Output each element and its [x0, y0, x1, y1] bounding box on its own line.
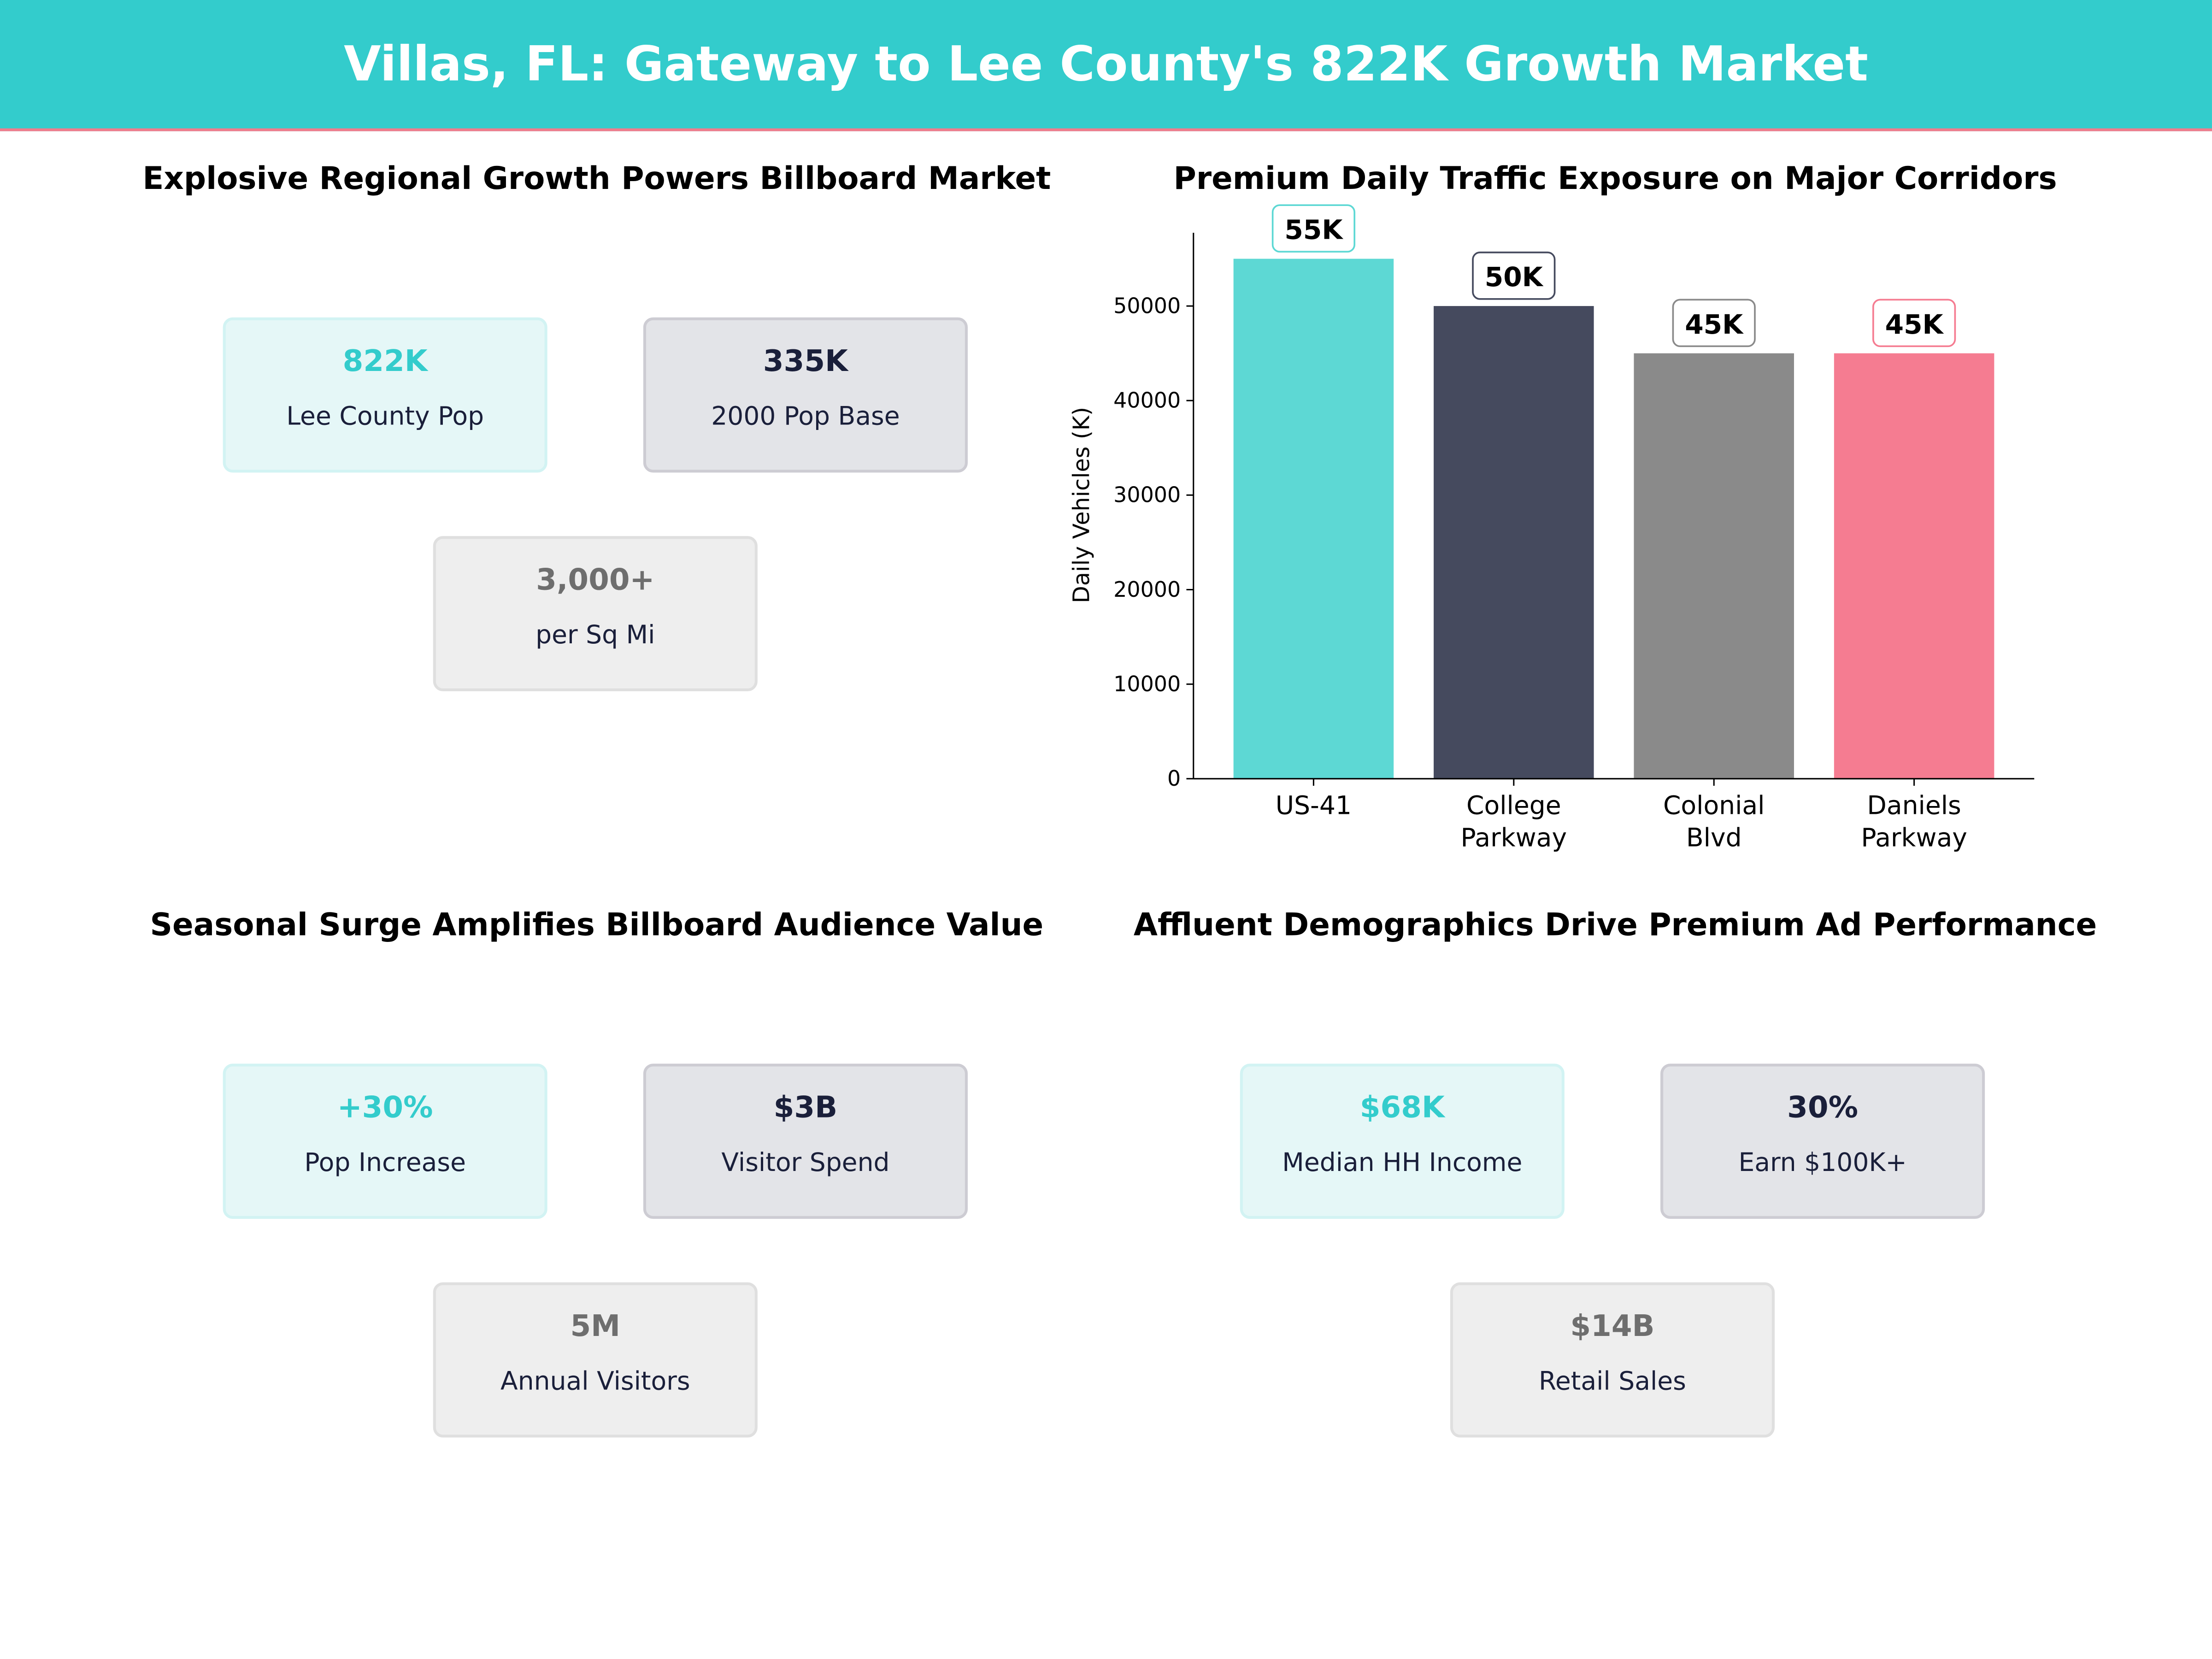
page-title: Villas, FL: Gateway to Lee County's 822K…	[344, 36, 1868, 93]
stat-value: $14B	[1570, 1309, 1655, 1343]
stat-card: 822K Lee County Pop	[223, 317, 547, 473]
data-label-box	[1271, 204, 1356, 253]
x-tick-label: Parkway	[1461, 823, 1567, 853]
stat-card: 30% Earn $100K+	[1660, 1064, 1985, 1219]
stat-label: 2000 Pop Base	[711, 402, 900, 432]
stat-card: 335K 2000 Pop Base	[643, 317, 968, 473]
panel-title-growth: Explosive Regional Growth Powers Billboa…	[142, 162, 1051, 198]
stat-label: Lee County Pop	[286, 402, 484, 432]
x-tick-label: Daniels	[1867, 790, 1961, 820]
bar	[1634, 353, 1794, 779]
stat-card: $3B Visitor Spend	[643, 1064, 968, 1219]
stat-label: Pop Increase	[304, 1148, 466, 1178]
header-banner: Villas, FL: Gateway to Lee County's 822K…	[0, 0, 2212, 131]
panel-title-traffic: Premium Daily Traffic Exposure on Major …	[1173, 162, 2057, 198]
y-tick-label: 0	[1167, 766, 1181, 791]
y-tick-label: 40000	[1113, 388, 1181, 413]
data-label: 45K	[1885, 309, 1944, 340]
stat-label: Retail Sales	[1539, 1367, 1686, 1397]
panel-title-seasonal: Seasonal Surge Amplifies Billboard Audie…	[150, 908, 1044, 944]
y-tick-label: 50000	[1113, 293, 1181, 318]
stat-card: 3,000+ per Sq Mi	[433, 536, 758, 691]
y-tick-label: 30000	[1113, 482, 1181, 507]
x-tick-label: College	[1466, 790, 1561, 820]
x-tick-label: Blvd	[1686, 823, 1742, 853]
data-label: 50K	[1485, 261, 1544, 293]
stat-value: $3B	[773, 1090, 838, 1124]
y-tick-label: 10000	[1113, 671, 1181, 696]
stat-label: Annual Visitors	[500, 1367, 690, 1397]
stat-value: 822K	[342, 344, 428, 378]
x-tick-label: US-41	[1276, 790, 1352, 820]
stat-label: per Sq Mi	[535, 620, 655, 651]
stat-card: $68K Median HH Income	[1240, 1064, 1565, 1219]
y-axis-label: Daily Vehicles (K)	[1068, 407, 1094, 603]
data-label: 45K	[1685, 309, 1744, 340]
y-tick-label: 20000	[1113, 577, 1181, 602]
data-label-box	[1872, 299, 1956, 347]
x-tick-label: Colonial	[1663, 790, 1765, 820]
data-label: 55K	[1284, 214, 1343, 246]
bar	[1834, 353, 1994, 779]
stat-value: 335K	[763, 344, 848, 378]
stat-value: 30%	[1787, 1090, 1858, 1124]
bar	[1434, 306, 1594, 779]
stat-value: 5M	[570, 1309, 621, 1343]
stat-label: Visitor Spend	[721, 1148, 890, 1178]
stat-card: 5M Annual Visitors	[433, 1282, 758, 1438]
panel-title-demographics: Affluent Demographics Drive Premium Ad P…	[1133, 908, 2097, 944]
stat-value: 3,000+	[536, 563, 655, 597]
stat-value: +30%	[337, 1090, 433, 1124]
stat-value: $68K	[1359, 1090, 1445, 1124]
data-label-box	[1672, 299, 1756, 347]
stat-card: $14B Retail Sales	[1450, 1282, 1775, 1438]
x-tick-label: Parkway	[1861, 823, 1967, 853]
stat-label: Median HH Income	[1282, 1148, 1523, 1178]
stat-label: Earn $100K+	[1738, 1148, 1907, 1178]
bar	[1233, 259, 1394, 779]
data-label-box	[1472, 251, 1556, 300]
stat-card: +30% Pop Increase	[223, 1064, 547, 1219]
